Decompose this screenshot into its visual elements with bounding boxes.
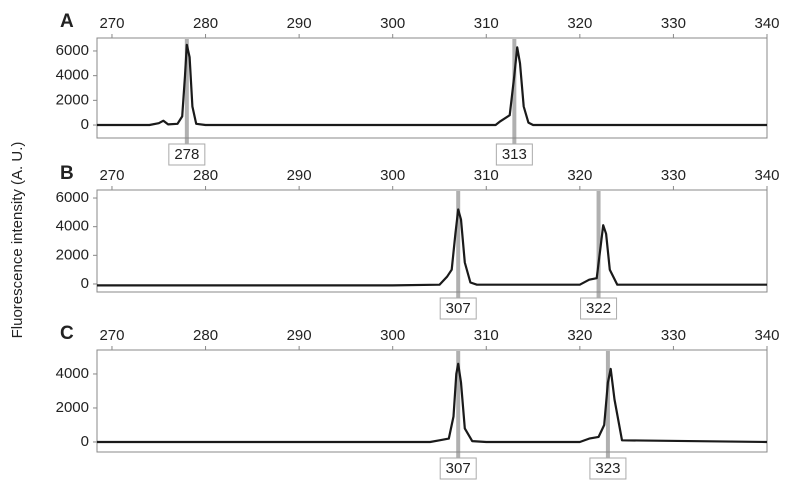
y-axis-label: Fluorescence intensity (A. U.) [9,142,26,339]
panel-label: C [60,323,74,344]
y-tick-label: 2000 [56,246,89,263]
peak-label-box [439,457,477,480]
x-tick-label: 340 [754,15,779,32]
x-tick-label: 320 [567,15,592,32]
x-tick-label: 270 [99,167,124,184]
x-tick-label: 290 [287,167,312,184]
peak-label: 322 [586,300,611,317]
peak-label: 307 [446,460,471,477]
x-tick-label: 280 [193,167,218,184]
peak-label-box [439,297,477,320]
x-tick-label: 330 [661,15,686,32]
plot-frame [96,37,768,139]
y-tick-label: 6000 [56,189,89,206]
y-tick-label: 0 [81,116,89,133]
y-tick-label: 4000 [56,218,89,235]
x-tick-label: 310 [474,327,499,344]
x-tick-label: 330 [661,327,686,344]
trace [97,43,767,127]
x-tick-label: 310 [474,15,499,32]
x-tick-label: 270 [99,327,124,344]
x-tick-label: 320 [567,327,592,344]
y-tick-label: 2000 [56,91,89,108]
panel-label: B [60,163,74,184]
x-tick-label: 320 [567,167,592,184]
x-tick-label: 280 [193,327,218,344]
peak-label: 313 [502,146,527,163]
panel-label: A [60,11,74,32]
plot-frame [96,189,768,293]
peak-label-box [589,457,627,480]
x-tick-label: 340 [754,167,779,184]
y-tick-label: 6000 [56,42,89,59]
peak-label-box [580,297,618,320]
x-tick-label: 270 [99,15,124,32]
x-tick-label: 310 [474,167,499,184]
x-tick-label: 290 [287,15,312,32]
x-tick-label: 300 [380,15,405,32]
y-tick-label: 0 [81,433,89,450]
peak-label: 278 [174,146,199,163]
x-tick-label: 330 [661,167,686,184]
peak-label-box [495,143,533,166]
trace [97,362,768,444]
x-tick-label: 300 [380,327,405,344]
trace [97,208,767,287]
y-tick-label: 0 [81,275,89,292]
peak-label-box [168,143,206,166]
peak-label: 307 [446,300,471,317]
x-tick-label: 340 [754,327,779,344]
x-tick-label: 280 [193,15,218,32]
y-tick-label: 4000 [56,67,89,84]
peak-label: 323 [595,460,620,477]
y-tick-label: 4000 [56,365,89,382]
x-tick-label: 290 [287,327,312,344]
plot-frame [96,349,768,453]
x-tick-label: 300 [380,167,405,184]
y-tick-label: 2000 [56,399,89,416]
